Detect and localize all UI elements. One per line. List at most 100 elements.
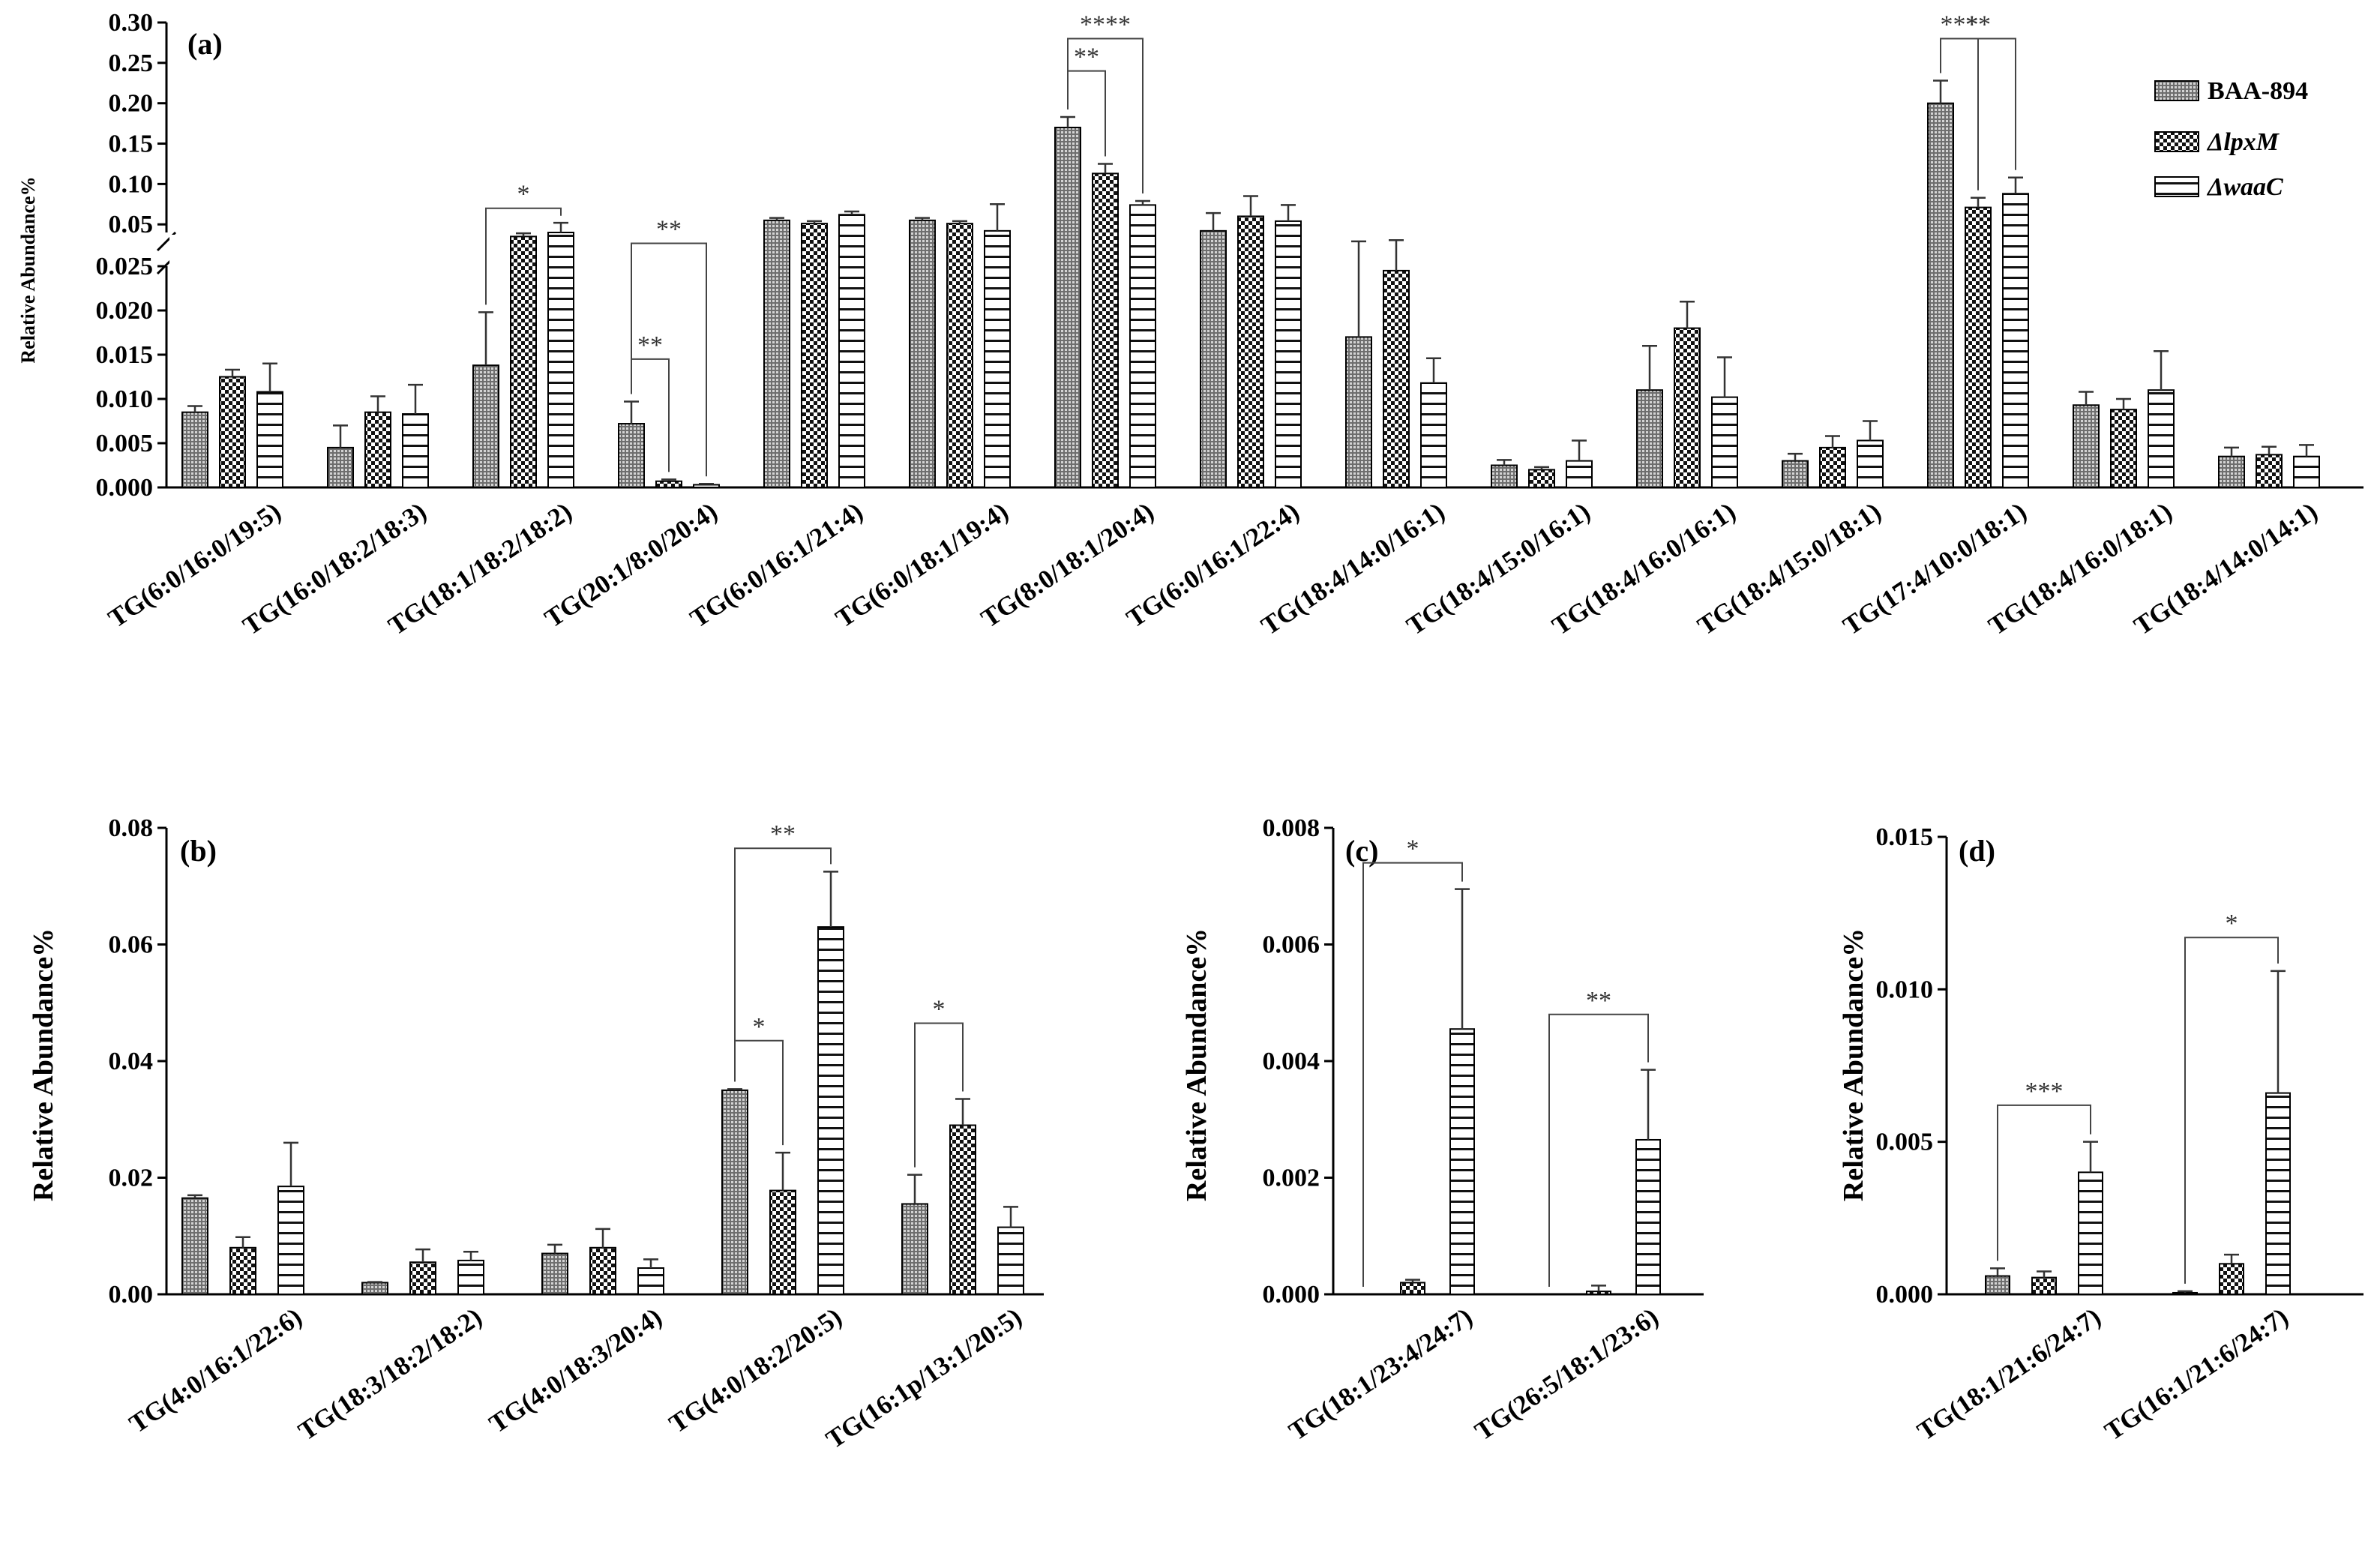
bar-baa894 [1782,460,1809,488]
y-tick-label: 0.002 [1263,1165,1320,1192]
y-tick-label: 0.02 [109,1165,154,1192]
significance-label: ** [1586,987,1611,1015]
bar-baa894 [2218,455,2245,489]
bar-baa894 [2073,404,2100,489]
axes-d: 0.000 0.005 0.010 0.015 [1876,823,2364,1309]
y-tick-label: 0.010 [96,385,154,413]
significance-bracket [734,847,832,1082]
panel-c: (c) Relative Abundance% 0.0000.0020.0040… [1181,814,1704,1446]
panel-label-c: (c) [1345,834,1378,868]
legend-label-baa894: BAA-894 [2208,77,2308,105]
bars-b [181,871,1024,1296]
category-label: TG(4:0/16:1/22:6) [124,1302,307,1438]
bar-lpxm [801,223,828,488]
bar-baa894 [181,1197,208,1296]
bar-waac [1711,396,1738,489]
y-tick-label: 0.04 [109,1048,154,1075]
bar-lpxm [2219,1263,2244,1296]
legend-swatch-lpxm [2154,131,2199,152]
bar-lpxm [2110,409,2137,488]
significance-label: ** [637,331,663,359]
category-label: TG(18:3/18:2/18:2) [293,1302,487,1446]
bar-baa894 [618,423,645,488]
bar-baa894 [901,1203,928,1296]
y-tick-label: 0.06 [109,931,154,959]
bar-waac [817,926,844,1296]
y-tick-label: 0.20 [109,90,154,118]
bar-lpxm [769,1189,796,1295]
bar-lpxm [946,223,973,488]
category-label: TG(4:0/18:2/20:5) [664,1302,847,1438]
bar-baa894 [1054,127,1081,488]
significance-label: **** [1080,11,1131,39]
category-labels-a: TG(6:0/16:0/19:5)TG(16:0/18:2/18:3)TG(18… [103,496,2322,640]
bar-lpxm [1819,446,1846,489]
significance-bracket [1997,1104,2091,1261]
significance-label: *** [2025,1078,2064,1105]
y-tick-label: 0.005 [96,430,154,457]
significance-bracket [1362,862,1463,1287]
y-tick-label: 0.025 [96,253,154,280]
y-tick-label: 0.00 [109,1281,154,1309]
panel-label-a: (a) [187,27,223,61]
bar-baa894 [721,1089,748,1295]
category-label: TG(4:0/18:3/20:4) [484,1302,667,1438]
y-tick-label: 0.15 [109,130,154,158]
bars-a [181,79,2320,489]
bar-lpxm [2031,1276,2057,1295]
significance-label: * [933,995,946,1023]
bar-baa894 [361,1282,388,1295]
significance-label: ** [656,216,682,244]
bar-waac [997,1226,1024,1296]
category-labels-b: TG(4:0/16:1/22:6)TG(18:3/18:2/18:2)TG(4:… [124,1302,1027,1454]
bar-waac [547,232,574,488]
bars-d [1985,970,2291,1296]
axes-c: 0.000 0.002 0.004 0.006 0.008 [1263,814,1704,1309]
significance-d: **** [1997,910,2279,1284]
category-labels-d: TG(18:1/21:6/24:7)TG(16:1/21:6/24:7) [1912,1302,2294,1446]
bar-waac [2002,193,2029,488]
significance-label: * [517,181,530,208]
category-label: TG(16:1p/13:1/20:5) [821,1302,1027,1454]
bar-waac [256,391,283,488]
axis-break-gap [169,235,2367,264]
significance-label: * [1407,835,1419,863]
bar-lpxm [1528,469,1555,489]
category-labels-c: TG(18:1/23:4/24:7)TG(26:5/18:1/23:6) [1284,1302,1664,1446]
bar-lpxm [510,235,537,488]
y-tick-label: 0.08 [109,814,154,842]
significance-label: * [753,1013,766,1041]
bar-waac [1129,204,1156,488]
significance-label: ** [1074,43,1099,71]
y-tick-label: 0.30 [109,9,154,37]
bar-lpxm [589,1246,616,1296]
bar-baa894 [1345,336,1372,488]
y-tick-label: 0.010 [1876,976,1934,1003]
bar-waac [277,1186,304,1295]
y-tick-label: 0.05 [109,211,154,238]
bar-waac [984,229,1011,488]
significance-label: ** [1965,11,1991,39]
panel-label-d: (d) [1959,834,1995,868]
panel-a: (a) Relative Abundance% 0.000 0.005 0.010 0… [17,9,2367,640]
significance-bracket [1940,37,2016,170]
significance-bracket [914,1022,964,1168]
bar-lpxm [2256,454,2283,489]
category-label: TG(18:1/23:4/24:7) [1284,1302,1478,1446]
y-tick-label: 0.10 [109,170,154,198]
bars-c [1400,888,1661,1296]
bar-baa894 [1491,464,1518,488]
y-tick-label: 0.015 [1876,823,1934,851]
significance-bracket [1067,37,1144,193]
bar-lpxm [1400,1282,1425,1295]
significance-c: *** [1362,835,1649,1287]
y-tick-label: 0.004 [1263,1048,1320,1075]
bar-baa894 [1200,229,1227,488]
bar-baa894 [181,411,208,489]
bar-baa894 [1636,389,1663,489]
bar-waac [1566,460,1593,488]
category-label: TG(26:5/18:1/23:6) [1470,1302,1664,1446]
bar-baa894 [472,364,499,488]
panel-d: (d) Relative Abundance% 0.0000.0050.0100… [1838,823,2364,1446]
